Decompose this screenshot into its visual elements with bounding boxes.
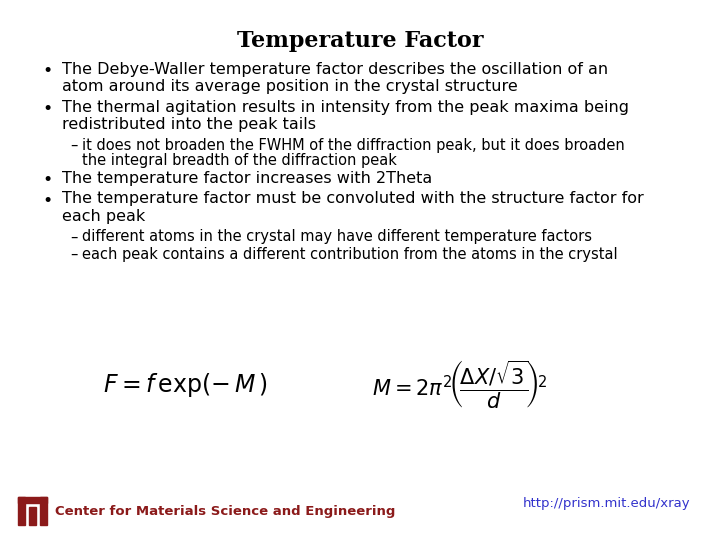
Text: Temperature Factor: Temperature Factor [237,30,483,52]
Text: redistributed into the peak tails: redistributed into the peak tails [62,118,316,132]
Text: The thermal agitation results in intensity from the peak maxima being: The thermal agitation results in intensi… [62,100,629,115]
Text: The temperature factor must be convoluted with the structure factor for: The temperature factor must be convolute… [62,192,644,206]
Text: –: – [70,138,77,153]
Text: each peak contains a different contribution from the atoms in the crystal: each peak contains a different contribut… [82,247,618,262]
Text: Center for Materials Science and Engineering: Center for Materials Science and Enginee… [55,505,395,518]
Bar [40,497,47,525]
Text: •: • [42,100,53,118]
Text: $F = f\,\mathrm{exp}(-\,M\,)$: $F = f\,\mathrm{exp}(-\,M\,)$ [103,371,267,399]
Text: the integral breadth of the diffraction peak: the integral breadth of the diffraction … [82,153,397,168]
Text: it does not broaden the FWHM of the diffraction peak, but it does broaden: it does not broaden the FWHM of the diff… [82,138,625,153]
Text: different atoms in the crystal may have different temperature factors: different atoms in the crystal may have … [82,230,592,245]
Bar [18,497,25,525]
Bar [29,507,36,525]
Text: •: • [42,171,53,189]
Text: –: – [70,230,77,245]
Text: atom around its average position in the crystal structure: atom around its average position in the … [62,79,518,94]
Text: •: • [42,62,53,80]
Text: The Debye-Waller temperature factor describes the oscillation of an: The Debye-Waller temperature factor desc… [62,62,608,77]
Text: $M = 2\pi^2\!\left(\!\dfrac{\Delta X/\sqrt{3}}{d}\!\right)^{\!2}$: $M = 2\pi^2\!\left(\!\dfrac{\Delta X/\sq… [372,359,548,411]
Text: •: • [42,192,53,210]
Bar [18,497,47,503]
Text: –: – [70,247,77,262]
Text: The temperature factor increases with 2Theta: The temperature factor increases with 2T… [62,171,432,186]
Text: http://prism.mit.edu/xray: http://prism.mit.edu/xray [523,497,690,510]
Text: each peak: each peak [62,209,145,224]
